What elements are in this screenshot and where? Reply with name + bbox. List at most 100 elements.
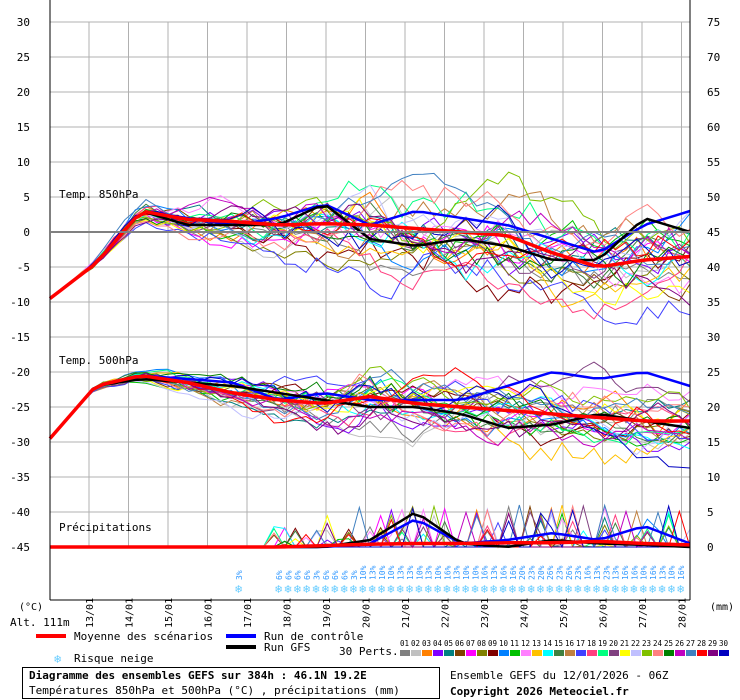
snow-risk-label: 3% [350, 570, 359, 580]
perturbation-number: 17 [576, 639, 585, 648]
snowflake-icon: ❄ [331, 582, 338, 596]
snow-risk-label: 16% [499, 565, 508, 580]
snowflake-icon: ❄ [462, 582, 469, 596]
right-tick-label: 70 [707, 51, 720, 64]
right-tick-label: 25 [707, 366, 720, 379]
perturbation-number: 02 [411, 639, 420, 648]
snow-risk-label: 13% [453, 565, 462, 580]
snow-risk-label: 16% [677, 565, 686, 580]
left-tick-label: -30 [10, 436, 30, 449]
perturbation-number: 23 [642, 639, 651, 648]
perturbation-swatch [653, 650, 663, 656]
altitude-label: Alt. 111m [10, 616, 70, 629]
right-tick-label: 35 [707, 296, 720, 309]
left-tick-label: 0 [23, 226, 30, 239]
snowflake-icon: ❄ [312, 582, 319, 596]
perturbation-swatch [411, 650, 421, 656]
legend-snow-label: Risque neige [74, 652, 153, 665]
snow-risk-label: 23% [602, 565, 611, 580]
left-tick-label: 20 [17, 86, 30, 99]
perturbation-swatch [697, 650, 707, 656]
snow-risk-label: 16% [621, 565, 630, 580]
snowflake-icon: ❄ [481, 582, 488, 596]
right-tick-label: 55 [707, 156, 720, 169]
snow-risk-label: 3% [235, 570, 244, 580]
snow-risk-label: 16% [649, 565, 658, 580]
perturbation-swatch [532, 650, 542, 656]
snowflake-icon: ❄ [425, 582, 432, 596]
perturbation-swatch [642, 650, 652, 656]
perturbation-swatch [587, 650, 597, 656]
snow-risk-label: 6% [340, 570, 349, 580]
right-unit: (mm) [710, 602, 734, 613]
legend-perts-label: 30 Perts. [339, 645, 399, 658]
snow-risk-label: 16% [630, 565, 639, 580]
snow-risk-label: 23% [556, 565, 565, 580]
title-box: Diagramme des ensembles GEFS sur 384h : … [22, 667, 440, 699]
perturbation-number: 05 [444, 639, 453, 648]
perturbation-swatch [708, 650, 718, 656]
snowflake-icon: ❄ [235, 582, 242, 596]
x-tick-label: 25/01 [559, 598, 570, 628]
perturbation-swatch [433, 650, 443, 656]
perturbation-swatch [609, 650, 619, 656]
snow-risk-label: 26% [565, 565, 574, 580]
snow-risk-label: 16% [584, 565, 593, 580]
left-tick-label: 30 [17, 16, 30, 29]
right-tick-label: 65 [707, 86, 720, 99]
legend: Moyenne des scénarios Run de contrôle Ru… [36, 630, 729, 666]
left-tick-label: -40 [10, 506, 30, 519]
perturbation-swatch [664, 650, 674, 656]
snowflake-icon: ❄ [621, 582, 628, 596]
snowflake-icon: ❄ [359, 582, 366, 596]
snowflake-icon: ❄ [284, 582, 291, 596]
perturbation-number: 04 [433, 639, 443, 648]
snow-risk-label: 26% [546, 565, 555, 580]
snow-risk-row: ❄3%❄6%❄6%❄6%❄6%❄3%❄6%❄6%❄6%❄3%❄10%❄13%❄1… [235, 565, 686, 596]
perturbation-swatch [444, 650, 454, 656]
x-tick-label: 20/01 [362, 598, 373, 628]
perturbation-number: 26 [675, 639, 685, 648]
x-tick-label: 13/01 [85, 598, 96, 628]
snowflake-icon: ❄ [275, 582, 282, 596]
perturbation-swatch [521, 650, 531, 656]
left-tick-label: -35 [10, 471, 30, 484]
chart-title: Diagramme des ensembles GEFS sur 384h : … [29, 669, 367, 682]
perturbation-number: 14 [543, 639, 553, 648]
snowflake-icon: ❄ [434, 582, 441, 596]
snowflake-icon: ❄ [322, 582, 329, 596]
perturbation-swatch [400, 650, 410, 656]
snow-risk-label: 10% [415, 565, 424, 580]
right-tick-label: 15 [707, 436, 720, 449]
perturbation-number: 08 [477, 639, 487, 648]
snow-risk-label: 10% [378, 565, 387, 580]
snowflake-icon: ❄ [453, 582, 460, 596]
perturbation-swatch [631, 650, 641, 656]
right-tick-label: 20 [707, 401, 720, 414]
mean-t500-line [48, 374, 690, 440]
panel-label-t500: Temp. 500hPa [59, 354, 138, 367]
snow-risk-label: 6% [331, 570, 340, 580]
x-tick-label: 22/01 [441, 598, 452, 628]
right-tick-label: 50 [707, 191, 720, 204]
snow-risk-label: 16% [509, 565, 518, 580]
x-tick-label: 21/01 [401, 598, 412, 628]
perturbation-swatch [477, 650, 487, 656]
snowflake-icon: ❄ [350, 582, 357, 596]
snowflake-icon: ❄ [340, 582, 347, 596]
perturbation-lines [49, 171, 691, 549]
perturbation-number: 20 [609, 639, 619, 648]
snowflake-icon: ❄ [677, 582, 684, 596]
snow-risk-label: 16% [443, 565, 452, 580]
x-tick-label: 17/01 [243, 598, 254, 628]
perturbation-swatch [466, 650, 476, 656]
perturbation-21-line [49, 197, 691, 306]
chart-axes: 302520151050-5-10-15-20-25-30-35-40-4575… [10, 0, 720, 601]
perturbation-number: 06 [455, 639, 465, 648]
snowflake-icon: ❄ [415, 582, 422, 596]
snow-risk-label: 13% [406, 565, 415, 580]
snow-risk-label: 13% [593, 565, 602, 580]
perturbation-swatch [510, 650, 520, 656]
snow-risk-label: 10% [668, 565, 677, 580]
snowflake-icon: ❄ [54, 652, 61, 666]
